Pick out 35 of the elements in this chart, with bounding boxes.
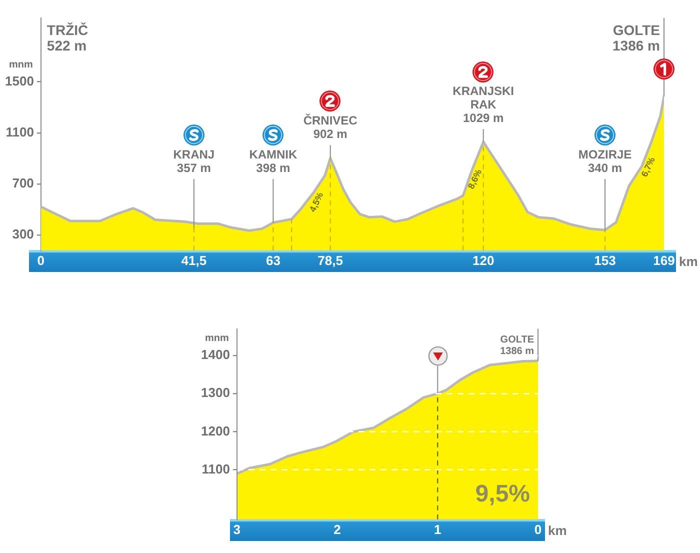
y-tick-label: 1500 [5,73,34,88]
x-tick-label: 169 [653,252,675,268]
x-tick-label: 120 [472,252,494,268]
annotation: KRANJ 357 m [173,147,215,175]
y-axis-title: mnm [8,60,33,71]
y-tick-label: 1400 [201,347,230,362]
y-tick-label: 1300 [201,385,230,400]
x-tick-label: 41,5 [181,252,207,268]
y-tick-label: 1200 [201,423,230,438]
x-tick-label: 1 [434,522,442,537]
x-tick-label: 153 [594,252,616,268]
x-axis-title: km [679,254,698,269]
y-tick-label: 1100 [6,124,34,140]
annotation: MOZIRJE 340 m [578,147,632,175]
x-axis-title: km [548,522,567,538]
x-tick-label: 2 [334,522,341,537]
y-tick-label: 700 [12,176,34,191]
annotation: KRANJSKI RAK 1029 m [452,84,514,125]
x-tick-label: 78,5 [318,252,343,268]
y-tick-label: 300 [12,226,34,242]
annotation: 8,6% [466,168,484,190]
x-tick-label: 3 [233,522,241,537]
annotation: 9,5% [475,480,530,508]
y-axis-title: mnm [204,333,229,344]
x-tick-label: 0 [534,522,542,537]
annotation: TRŽIČ 522 m [46,22,88,54]
x-tick-label: 0 [37,252,45,268]
annotation: ČRNIVEC 902 m [303,114,358,142]
y-tick-label: 1100 [202,461,230,476]
annotation: KAMNIK 398 m [249,147,298,175]
annotation: 4,5% [307,190,326,214]
x-tick-label: 63 [266,252,280,268]
annotation: GOLTE 1386 m [500,334,534,357]
annotation: GOLTE 1386 m [612,22,660,54]
annotation: 6,7% [639,156,657,178]
